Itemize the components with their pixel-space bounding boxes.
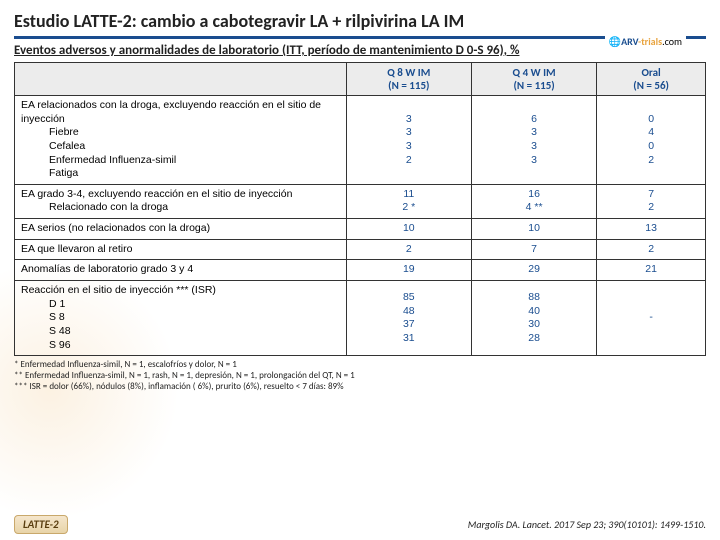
logo-globe-icon: 🌐 (609, 35, 621, 48)
cell-value: 0402 (597, 96, 706, 185)
row-label: EA grado 3-4, excluyendo reacción en el … (15, 184, 347, 218)
cell-value: 2 (597, 239, 706, 260)
col-blank (15, 63, 347, 96)
cell-value: 10 (346, 219, 471, 240)
logo-arv: ARV (621, 35, 638, 48)
footnotes: * Enfermedad Influenza-simil, N = 1, esc… (0, 356, 720, 392)
table-row: EA grado 3-4, excluyendo reacción en el … (15, 184, 706, 218)
cell-value: 72 (597, 184, 706, 218)
cell-value: 85483731 (346, 281, 471, 356)
cell-value: 13 (597, 219, 706, 240)
header-rule: 🌐ARV-trials.com (14, 36, 706, 39)
row-label: Anomalías de laboratorio grado 3 y 4 (15, 260, 347, 281)
page-title: Estudio LATTE-2: cambio a cabotegravir L… (0, 0, 720, 36)
row-label: EA que llevaron al retiro (15, 239, 347, 260)
citation: Margolis DA. Lancet. 2017 Sep 23; 390(10… (468, 518, 706, 531)
row-label: Reacción en el sitio de inyección *** (I… (15, 281, 347, 356)
footnote-3: *** ISR = dolor (66%), nódulos (8%), inf… (14, 382, 706, 393)
cell-value: 7 (471, 239, 596, 260)
table-row: Reacción en el sitio de inyección *** (I… (15, 281, 706, 356)
col-oral: Oral(N = 56) (597, 63, 706, 96)
cell-value: 19 (346, 260, 471, 281)
row-label: EA relacionados con la droga, excluyendo… (15, 96, 347, 185)
cell-value: 6333 (471, 96, 596, 185)
table-row: EA serios (no relacionados con la droga)… (15, 219, 706, 240)
table-row: Anomalías de laboratorio grado 3 y 41929… (15, 260, 706, 281)
header-row: Q 8 W IM(N = 115) Q 4 W IM(N = 115) Oral… (15, 63, 706, 96)
cell-value: 3332 (346, 96, 471, 185)
cell-value: 88403028 (471, 281, 596, 356)
cell-value: 29 (471, 260, 596, 281)
cell-value: 21 (597, 260, 706, 281)
row-label: EA serios (no relacionados con la droga) (15, 219, 347, 240)
table-row: EA que llevaron al retiro272 (15, 239, 706, 260)
col-q8w: Q 8 W IM(N = 115) (346, 63, 471, 96)
ae-table: Q 8 W IM(N = 115) Q 4 W IM(N = 115) Oral… (14, 62, 706, 356)
cell-value: 112 * (346, 184, 471, 218)
logo-suffix: .com (662, 35, 682, 48)
logo-trials: -trials (638, 35, 662, 48)
study-badge: LATTE-2 (14, 515, 68, 534)
cell-value: 164 ** (471, 184, 596, 218)
cell-value: 2 (346, 239, 471, 260)
logo: 🌐ARV-trials.com (605, 35, 686, 48)
cell-value: 10 (471, 219, 596, 240)
table-row: EA relacionados con la droga, excluyendo… (15, 96, 706, 185)
cell-value: - (597, 281, 706, 356)
col-q4w: Q 4 W IM(N = 115) (471, 63, 596, 96)
